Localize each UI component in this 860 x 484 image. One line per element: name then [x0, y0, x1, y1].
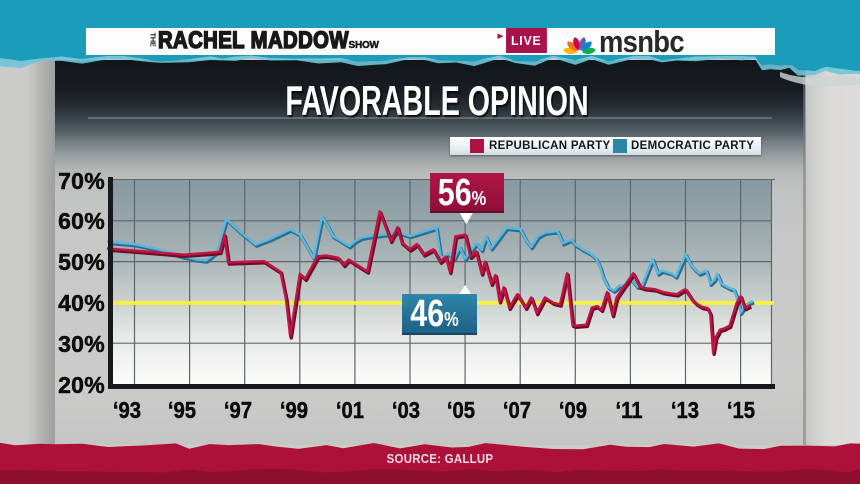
- svg-text:SHOW: SHOW: [349, 40, 380, 51]
- svg-text:RACHEL MADDOW: RACHEL MADDOW: [158, 29, 349, 53]
- svg-text:THE: THE: [149, 33, 158, 47]
